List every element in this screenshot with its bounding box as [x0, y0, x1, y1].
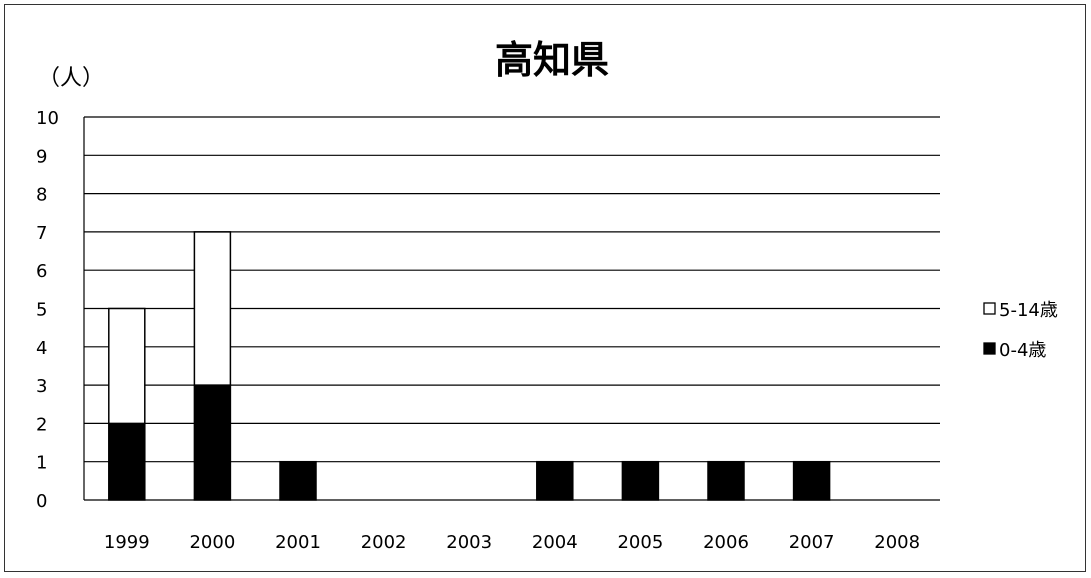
y-tick-label: 4: [36, 338, 47, 359]
x-tick-label: 2006: [703, 532, 749, 553]
bar-segment-0-4歳-2000: [193, 384, 232, 501]
x-tick-label: 2005: [617, 532, 663, 553]
legend-label: 0-4歳: [999, 340, 1046, 361]
x-tick-label: 2004: [532, 532, 578, 553]
y-unit-label: （人）: [38, 66, 104, 91]
legend-swatch-5-14歳: [983, 302, 996, 315]
bar-segment-0-4歳-2005: [621, 460, 660, 501]
y-tick-label: 10: [36, 108, 59, 129]
x-axis: 1999 2000 2001 2002 2003 2004 2005 2006 2007 2008: [104, 532, 920, 553]
y-tick-label: 6: [36, 261, 47, 282]
x-tick-label: 2008: [874, 532, 920, 553]
y-tick-label: 1: [36, 453, 47, 474]
bar-segment-0-4歳-2004: [536, 460, 574, 501]
legend-swatch-0-4歳: [983, 342, 996, 355]
bars: [108, 231, 831, 501]
x-tick-label: 2001: [275, 532, 321, 553]
y-axis: 0 1 2 3 4 5 6 7 8 9 10: [36, 108, 85, 512]
bar-segment-5-14歳-2000: [193, 231, 232, 386]
chart-frame: [4, 4, 1086, 572]
y-tick-label: 7: [36, 223, 47, 244]
x-tick-label: 2002: [361, 532, 407, 553]
y-tick-label: 3: [36, 376, 47, 397]
y-tick-label: 8: [36, 185, 47, 206]
x-tick-label: 2003: [446, 532, 492, 553]
legend: 5-14歳 0-4歳: [983, 300, 1058, 361]
chart-title: 高知県: [495, 38, 609, 82]
bar-segment-0-4歳-2007: [792, 460, 831, 501]
x-tick-label: 2007: [789, 532, 835, 553]
y-tick-label: 0: [36, 491, 47, 512]
bar-segment-0-4歳-2006: [707, 460, 745, 501]
bar-segment-0-4歳-1999: [108, 422, 146, 501]
y-tick-label: 9: [36, 146, 47, 167]
y-tick-label: 5: [36, 300, 47, 321]
legend-label: 5-14歳: [999, 300, 1058, 321]
bar-segment-5-14歳-1999: [108, 307, 146, 425]
x-tick-label: 2000: [189, 532, 235, 553]
y-tick-label: 2: [36, 414, 47, 435]
bar-segment-0-4歳-2001: [279, 460, 317, 501]
x-tick-label: 1999: [104, 532, 150, 553]
